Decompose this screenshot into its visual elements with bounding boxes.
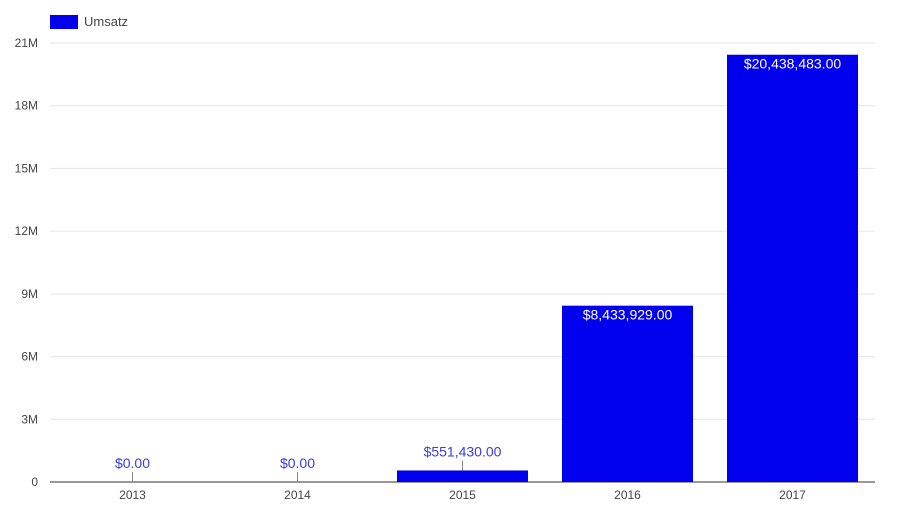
x-tick-label: 2016 [614, 488, 641, 502]
y-tick-label: 0 [31, 475, 38, 489]
y-tick-label: 12M [15, 224, 38, 238]
x-tick-label: 2015 [449, 488, 476, 502]
data-label: $0.00 [280, 455, 315, 471]
x-tick-label: 2013 [119, 488, 146, 502]
legend-swatch [50, 14, 78, 29]
legend-label: Umsatz [84, 14, 129, 29]
data-label: $8,433,929.00 [583, 307, 673, 323]
bar[interactable] [397, 470, 528, 482]
bar[interactable] [562, 305, 693, 482]
legend[interactable]: Umsatz [50, 14, 128, 29]
data-label: $20,438,483.00 [744, 56, 842, 72]
bar[interactable] [727, 54, 858, 483]
x-tick-label: 2017 [779, 488, 806, 502]
data-label: $0.00 [115, 455, 150, 471]
y-tick-label: 6M [21, 350, 38, 364]
data-label: $551,430.00 [424, 443, 502, 459]
y-tick-label: 21M [15, 36, 38, 50]
x-tick-label: 2014 [284, 488, 311, 502]
y-tick-label: 9M [21, 287, 38, 301]
y-tick-label: 15M [15, 161, 38, 175]
y-tick-label: 18M [15, 99, 38, 113]
y-tick-label: 3M [21, 412, 38, 426]
